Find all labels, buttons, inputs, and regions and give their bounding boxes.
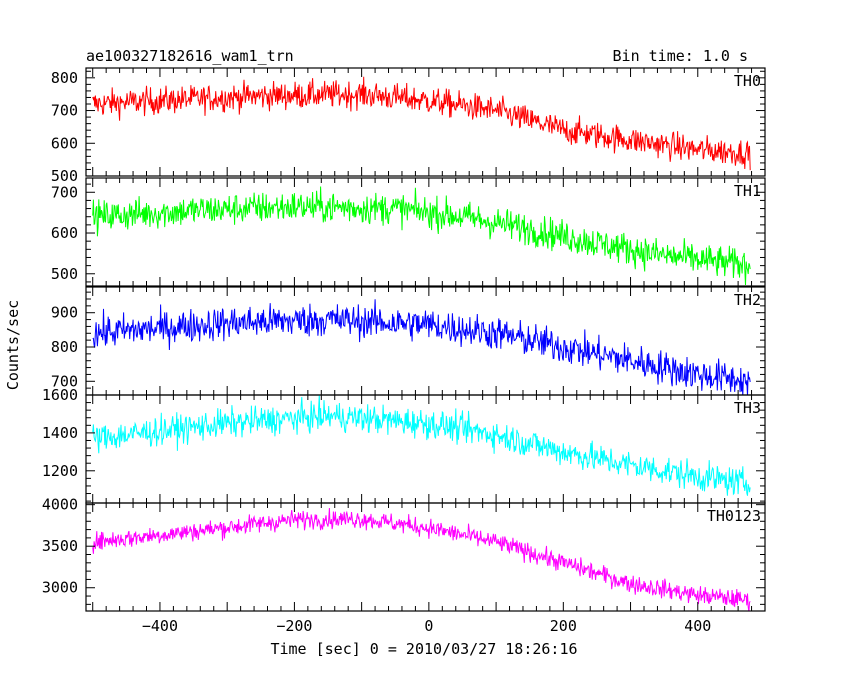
y-tick-label: 1200 [42,462,78,480]
panel-th1: 500 600 700 TH1 [51,177,766,287]
y-tick-label: 500 [51,167,78,185]
y-tick-label: 1400 [42,424,78,442]
y-tick-label: 600 [51,134,78,152]
panel-frame [85,502,766,612]
x-tick-label: −200 [276,617,312,635]
panel-th0: 500 600 700 800 TH0 [51,67,766,185]
series-line-th3 [92,395,751,496]
x-tick-label: 0 [424,617,433,635]
panel-frame [85,177,766,287]
panel-label-th0123: TH0123 [707,507,761,525]
panel-frame [85,286,766,396]
y-tick-label: 3500 [42,537,78,555]
panel-th0123: 3000 3500 4000 TH0123 −400 −200 0 200 400 [42,496,766,635]
panel-label-th2: TH2 [734,291,761,309]
y-tick-label: 700 [51,102,78,120]
panels-group: 500 600 700 800 TH0 500 600 700 TH1 700 800 900 TH2 1… [42,67,766,635]
y-tick-label: 800 [51,69,78,87]
x-tick-label: 400 [684,617,711,635]
y-tick-label: 4000 [42,496,78,514]
y-tick-label: 3000 [42,579,78,597]
y-axis-title: Counts/sec [4,300,22,390]
panel-th2: 700 800 900 TH2 [51,286,766,396]
x-tick-label: −400 [142,617,178,635]
series-line-th0123 [92,507,751,611]
panel-frame [85,394,766,504]
x-axis-title: Time [sec] 0 = 2010/03/27 18:26:16 [270,640,577,658]
y-tick-label: 1600 [42,386,78,404]
panel-th3: 1200 1400 1600 TH3 [42,386,766,504]
y-tick-label: 700 [51,183,78,201]
bin-time-label: Bin time: 1.0 s [613,47,748,65]
panel-label-th1: TH1 [734,182,761,200]
y-tick-label: 700 [51,372,78,390]
y-tick-label: 600 [51,224,78,242]
y-tick-label: 900 [51,304,78,322]
panel-label-th0: TH0 [734,72,761,90]
y-tick-label: 500 [51,265,78,283]
panel-frame [85,67,766,177]
series-line-th2 [92,299,751,395]
chart-title: ae100327182616_wam1_trn [86,47,294,65]
x-tick-label: 200 [550,617,577,635]
y-tick-label: 800 [51,338,78,356]
series-line-th0 [92,76,751,171]
series-line-th1 [92,186,751,286]
panel-label-th3: TH3 [734,399,761,417]
